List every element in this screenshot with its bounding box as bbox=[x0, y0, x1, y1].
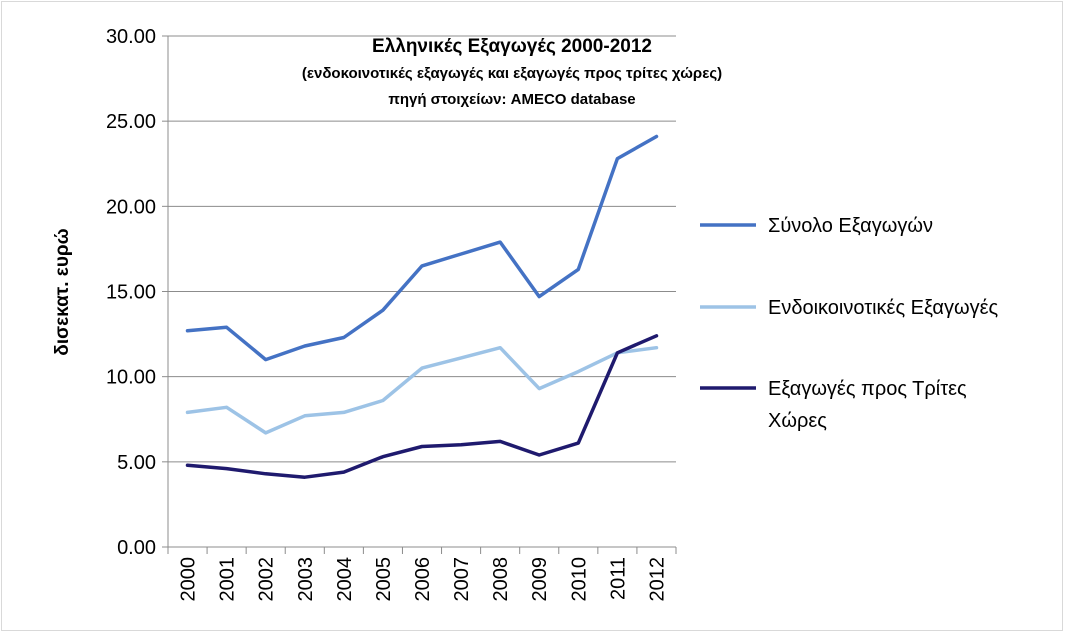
y-tick-label: 25.00 bbox=[106, 111, 156, 133]
y-axis-label: δισεκατ. ευρώ bbox=[52, 228, 73, 355]
y-tick-label: 0.00 bbox=[117, 537, 156, 559]
legend-label-1: Σύνολο Εξαγωγών bbox=[768, 215, 933, 237]
x-tick-label: 2010 bbox=[568, 557, 590, 602]
x-tick-label: 2006 bbox=[412, 557, 434, 602]
y-tick-label: 5.00 bbox=[117, 452, 156, 474]
legend-label-3: Χώρες bbox=[768, 410, 827, 432]
series-lines bbox=[185, 134, 659, 479]
x-axis-ticks: 2000 2001 2002 2003 2004 2005 2006 2007 2008 2009… bbox=[167, 547, 677, 602]
y-tick-label: 20.00 bbox=[106, 196, 156, 218]
x-tick-label: 2011 bbox=[607, 557, 629, 600]
legend-label-3: Εξαγωγές προς Τρίτες bbox=[768, 378, 967, 400]
chart-subtitle: (ενδοκοινοτικές εξαγωγές και εξαγωγές πρ… bbox=[302, 65, 722, 82]
x-tick-label: 2000 bbox=[178, 557, 200, 602]
legend: Σύνολο Εξαγωγών Ενδοικοινοτικές Εξαγωγές Ε… bbox=[700, 215, 999, 432]
x-tick-label: 2001 bbox=[217, 557, 239, 602]
series-line-3 bbox=[185, 334, 659, 479]
series-line-2 bbox=[185, 345, 659, 435]
x-tick-label: 2003 bbox=[295, 557, 317, 602]
x-tick-label: 2009 bbox=[529, 557, 551, 602]
y-tick-label: 15.00 bbox=[106, 282, 156, 304]
y-tick-label: 10.00 bbox=[106, 367, 156, 389]
y-axis-ticks: 0.00 5.00 10.00 15.00 20.00 25.00 30.00 bbox=[106, 26, 168, 559]
legend-label-2: Ενδοικοινοτικές Εξαγωγές bbox=[768, 297, 999, 319]
y-tick-label: 30.00 bbox=[106, 26, 156, 48]
x-tick-label: 2005 bbox=[373, 557, 395, 602]
x-tick-label: 2008 bbox=[490, 557, 512, 602]
x-tick-label: 2004 bbox=[334, 557, 356, 602]
x-tick-label: 2012 bbox=[646, 557, 668, 602]
chart-source: πηγή στοιχείων: AMECO database bbox=[388, 91, 635, 108]
chart-title: Ελληνικές Εξαγωγές 2000-2012 bbox=[372, 36, 652, 57]
series-line-1 bbox=[185, 134, 659, 362]
x-tick-label: 2007 bbox=[451, 557, 473, 602]
x-tick-label: 2002 bbox=[256, 557, 278, 602]
